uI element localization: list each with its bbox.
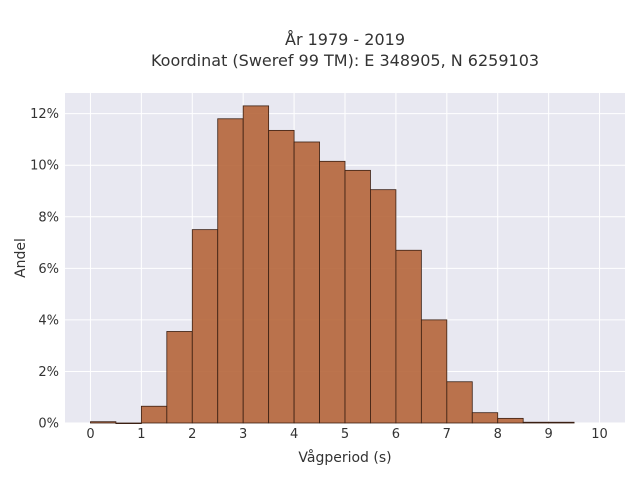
x-tick-labels: 0 1 2 3 4 5 6 7 8 9 10 xyxy=(86,427,608,442)
y-tick-label: 4% xyxy=(38,313,59,328)
histogram-bar xyxy=(497,417,524,424)
x-tick-label: 1 xyxy=(137,427,145,442)
histogram-bar xyxy=(522,421,550,424)
chart-title: År 1979 - 2019 xyxy=(285,30,405,49)
histogram-bar xyxy=(217,118,244,424)
y-tick-label: 6% xyxy=(38,262,59,277)
histogram-bar xyxy=(395,249,422,424)
y-tick-label: 0% xyxy=(38,417,59,432)
histogram-bar xyxy=(268,129,295,424)
histogram-bar xyxy=(293,141,320,424)
histogram-bar xyxy=(319,160,346,424)
bars xyxy=(90,105,575,425)
x-tick-label: 5 xyxy=(341,427,349,442)
y-tick-label: 2% xyxy=(38,365,59,380)
x-tick-label: 0 xyxy=(86,427,94,442)
histogram-bar xyxy=(370,189,397,424)
x-tick-label: 7 xyxy=(443,427,451,442)
x-axis-label: Vågperiod (s) xyxy=(298,449,391,466)
x-tick-label: 4 xyxy=(290,427,298,442)
x-tick-label: 2 xyxy=(188,427,196,442)
chart-subtitle: Koordinat (Sweref 99 TM): E 348905, N 62… xyxy=(151,51,539,70)
histogram-bar xyxy=(166,331,193,424)
x-tick-label: 9 xyxy=(544,427,552,442)
histogram-bar xyxy=(548,421,575,424)
x-tick-label: 3 xyxy=(239,427,247,442)
histogram-bar xyxy=(90,421,117,424)
y-tick-label: 12% xyxy=(30,107,59,122)
histogram-bar xyxy=(446,381,473,424)
x-tick-label: 8 xyxy=(494,427,502,442)
histogram-bar xyxy=(140,405,168,424)
y-tick-labels: 0% 2% 4% 6% 8% 10% 12% xyxy=(30,107,59,431)
histogram-bar xyxy=(471,412,499,424)
histogram-bar xyxy=(344,169,371,424)
x-tick-label: 10 xyxy=(591,427,608,442)
histogram-bar xyxy=(191,229,219,424)
y-tick-label: 10% xyxy=(30,159,59,174)
histogram-bar xyxy=(115,422,142,425)
y-axis-label: Andel xyxy=(13,238,29,278)
x-tick-label: 6 xyxy=(392,427,400,442)
y-tick-label: 8% xyxy=(38,210,59,225)
histogram-bar xyxy=(242,105,270,424)
histogram-bar xyxy=(420,319,448,424)
